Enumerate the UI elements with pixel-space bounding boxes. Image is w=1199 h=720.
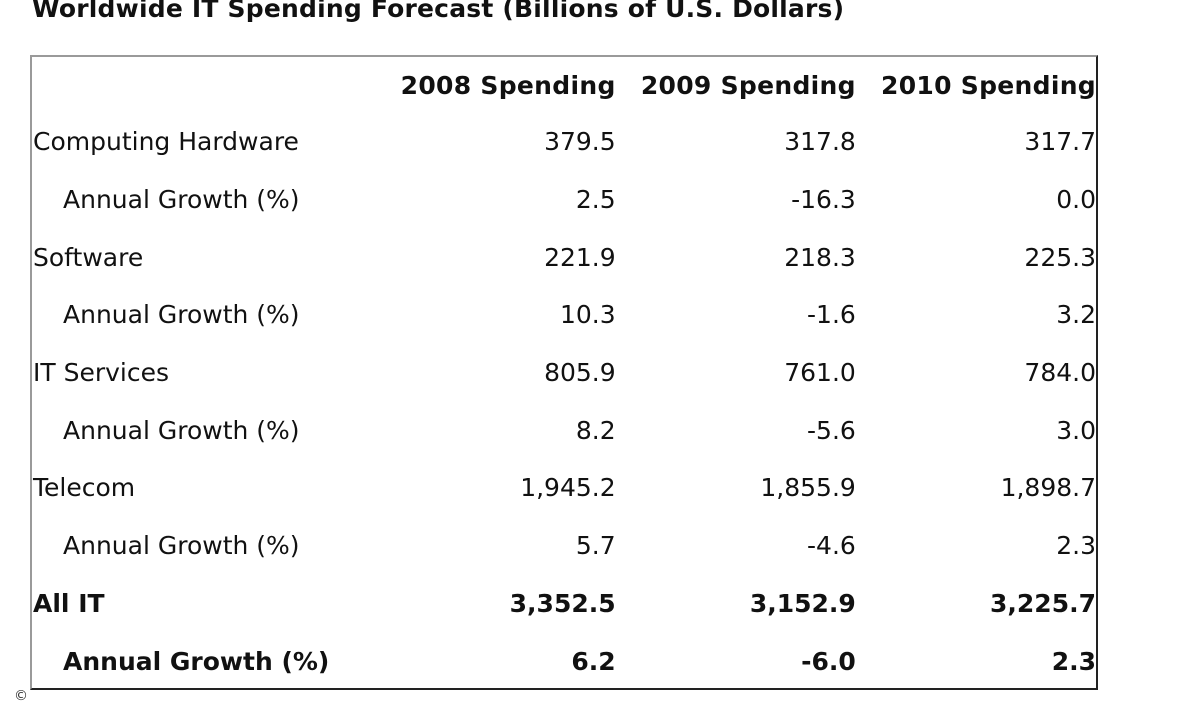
cell-2009: -6.0: [801, 646, 856, 676]
header-cell-2008: 2008 Spending: [400, 70, 616, 100]
header-cell-2009: 2009 Spending: [640, 70, 856, 100]
cell-2008: 10.3: [559, 300, 616, 330]
table-row: Annual Growth (%) 5.7 -4.6 2.3: [32, 517, 1096, 575]
row-label: All IT: [33, 588, 105, 618]
cell-2010: 3.2: [1056, 300, 1096, 330]
cell-2008: 8.2: [575, 415, 616, 445]
table-row: Computing Hardware 379.5 317.8 317.7: [32, 113, 1096, 171]
spending-table: 2008 Spending 2009 Spending 2010 Spendin…: [32, 57, 1096, 690]
row-label: IT Services: [33, 358, 170, 388]
table-row-total: All IT 3,352.5 3,152.9 3,225.7: [32, 575, 1096, 633]
page-title: Worldwide IT Spending Forecast (Billions…: [32, 0, 845, 23]
row-label: Computing Hardware: [33, 127, 299, 157]
cell-2010: 0.0: [1056, 185, 1096, 215]
header-cell-label: [32, 57, 375, 113]
row-label: Telecom: [33, 473, 136, 503]
cell-2010: 317.7: [1024, 127, 1096, 157]
cell-2008: 6.2: [571, 646, 616, 676]
table-row: Annual Growth (%) 2.5 -16.3 0.0: [32, 171, 1096, 229]
row-label: Annual Growth (%): [63, 531, 300, 561]
copyright-icon: ©: [14, 688, 28, 704]
cell-2008: 805.9: [544, 358, 616, 388]
row-label: Annual Growth (%): [63, 185, 300, 215]
cell-2009: -1.6: [807, 300, 856, 330]
table-header-row: 2008 Spending 2009 Spending 2010 Spendin…: [32, 57, 1096, 113]
cell-2008: 221.9: [544, 242, 616, 272]
cell-2010: 2.3: [1051, 646, 1096, 676]
table-row-total-growth: Annual Growth (%) 6.2 -6.0 2.3: [32, 632, 1096, 690]
table-row: Software 221.9 218.3 225.3: [32, 228, 1096, 286]
cell-2008: 5.7: [575, 531, 616, 561]
row-label: Annual Growth (%): [63, 646, 330, 676]
cell-2009: -16.3: [791, 185, 856, 215]
cell-2009: 218.3: [784, 242, 856, 272]
cell-2008: 1,945.2: [520, 473, 616, 503]
cell-2008: 2.5: [575, 185, 616, 215]
cell-2009: 1,855.9: [760, 473, 856, 503]
row-label: Software: [33, 242, 144, 272]
cell-2010: 225.3: [1024, 242, 1096, 272]
cell-2010: 3,225.7: [990, 588, 1096, 618]
cell-2010: 1,898.7: [1000, 473, 1096, 503]
cell-2008: 3,352.5: [509, 588, 616, 618]
cell-2010: 2.3: [1056, 531, 1096, 561]
row-label: Annual Growth (%): [63, 415, 300, 445]
cell-2010: 3.0: [1056, 415, 1096, 445]
spending-table-frame: 2008 Spending 2009 Spending 2010 Spendin…: [30, 55, 1098, 690]
cell-2009: 761.0: [784, 358, 856, 388]
table-row: Annual Growth (%) 8.2 -5.6 3.0: [32, 401, 1096, 459]
cell-2009: 317.8: [784, 127, 856, 157]
table-row: IT Services 805.9 761.0 784.0: [32, 344, 1096, 402]
table-row: Annual Growth (%) 10.3 -1.6 3.2: [32, 286, 1096, 344]
cell-2008: 379.5: [544, 127, 616, 157]
cell-2009: -4.6: [807, 531, 856, 561]
header-cell-2010: 2010 Spending: [881, 70, 1096, 100]
row-label: Annual Growth (%): [63, 300, 300, 330]
table-row: Telecom 1,945.2 1,855.9 1,898.7: [32, 459, 1096, 517]
cell-2009: -5.6: [807, 415, 856, 445]
cell-2009: 3,152.9: [749, 588, 856, 618]
cell-2010: 784.0: [1024, 358, 1096, 388]
